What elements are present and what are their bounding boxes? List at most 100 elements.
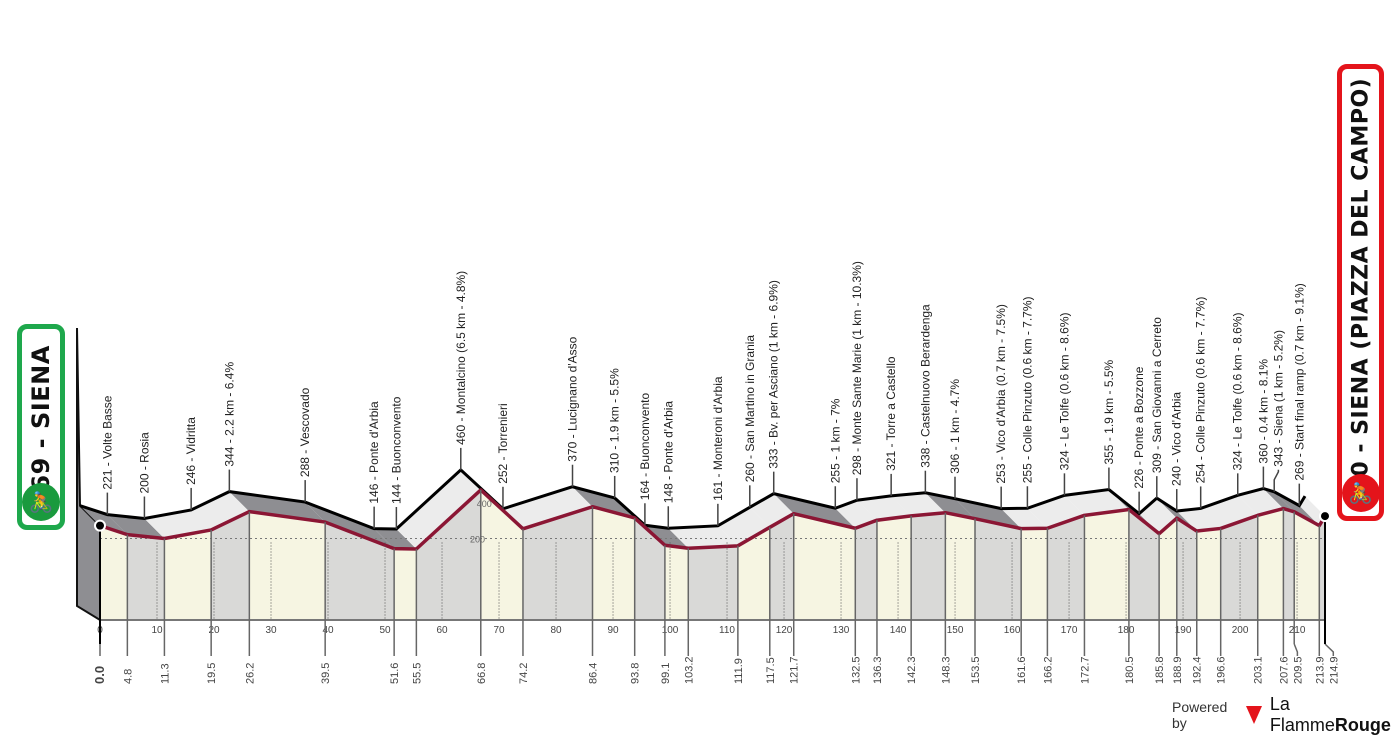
- shade-band: [688, 545, 738, 620]
- shade-band: [325, 522, 395, 620]
- waypoint-km-label: 180.5: [1124, 656, 1136, 684]
- x-tick-label: 20: [208, 625, 220, 636]
- x-tick-label: 90: [607, 625, 619, 636]
- shade-band: [127, 534, 165, 620]
- waypoint-km-label: 103.2: [683, 656, 695, 684]
- waypoint-km-label: 148.3: [940, 656, 952, 684]
- waypoint-km-label: 121.7: [789, 656, 801, 684]
- waypoint-km-label: 161.6: [1016, 656, 1028, 684]
- x-tick-label: 40: [322, 625, 334, 636]
- x-tick-label: 100: [662, 625, 679, 636]
- profile-top-face: [1263, 488, 1295, 512]
- profile-top-face: [1237, 488, 1284, 516]
- waypoint-label: 298 - Monte Sante Marie (1 km - 10.3%): [850, 261, 864, 475]
- x-tick-label: 200: [1232, 625, 1249, 636]
- x-tick-label: 130: [833, 625, 850, 636]
- shade-band: [1047, 515, 1085, 620]
- x-tick-label: 180: [1118, 625, 1135, 636]
- powered-by: Powered by La FlammeRouge: [1172, 694, 1400, 736]
- x-tick-label: 150: [947, 625, 964, 636]
- waypoint-km-label: 93.8: [630, 663, 642, 684]
- profile-top-face: [1299, 496, 1325, 526]
- x-tick-label: 110: [719, 625, 735, 636]
- waypoint-label: 344 - 2.2 km - 6.4%: [222, 362, 236, 467]
- waypoint-label: 338 - Castelnuovo Berardenga: [918, 304, 932, 468]
- x-tick-label: 140: [890, 625, 907, 636]
- waypoint-label: 324 - Le Tolfe (0.6 km - 8.6%): [1231, 312, 1245, 470]
- x-tick-label: 10: [151, 625, 163, 636]
- left-wall: [76, 327, 101, 622]
- profile-top-face: [955, 498, 1022, 529]
- x-tick-label: 160: [1004, 625, 1021, 636]
- waypoint-label: 255 - 1 km - 7%: [828, 398, 842, 483]
- waypoint-label: 333 - Bv. per Asciano (1 km - 6.9%): [767, 280, 781, 469]
- x-tick-label: 50: [379, 625, 391, 636]
- shade-band: [1319, 516, 1325, 620]
- profile-top-face: [717, 507, 770, 546]
- waypoint-label: 288 - Vescovado: [298, 387, 312, 477]
- waypoint-km-label: 99.1: [660, 663, 672, 684]
- shade-band: [975, 518, 1022, 620]
- shade-band: [416, 489, 481, 620]
- waypoint-label: 310 - 1.9 km - 5.5%: [608, 368, 622, 473]
- waypoint-label: 269 - Start final ramp (0.7 km - 9.1%): [1292, 283, 1306, 480]
- profile-top-face: [835, 500, 877, 529]
- shade-band: [1128, 509, 1160, 620]
- shade-band: [769, 513, 794, 620]
- waypoint-km-label: 132.5: [850, 656, 862, 684]
- waypoint-label: 321 - Torre a Castello: [884, 356, 898, 471]
- cyclist-icon: 🚴: [22, 483, 60, 521]
- shade-band: [1283, 508, 1295, 620]
- profile-top-face: [191, 491, 250, 530]
- waypoint-km-label: 153.5: [970, 656, 982, 684]
- x-tick-label: 70: [493, 625, 505, 636]
- shade-band: [522, 506, 593, 620]
- x-tick-label: 120: [776, 625, 793, 636]
- waypoint-line-connector: [1324, 643, 1335, 656]
- waypoint-km-label: 142.3: [906, 656, 918, 684]
- waypoint-km-label: 11.3: [159, 663, 171, 684]
- waypoint-km-label: 185.8: [1154, 656, 1166, 684]
- start-badge: 269 - SIENA 🚴: [17, 324, 65, 530]
- waypoint-label: 355 - 1.9 km - 5.5%: [1102, 360, 1116, 465]
- waypoint-km-label: 66.8: [476, 663, 488, 684]
- waypoint-label: 246 - Vidritta: [184, 417, 198, 485]
- waypoint-km-label: 213.9: [1314, 656, 1326, 684]
- waypoint-label: 146 - Ponte d'Arbia: [367, 401, 381, 504]
- waypoint-label: 260 - San Martino in Grania: [743, 335, 757, 483]
- waypoint-label: 324 - Le Tolfe (0.6 km - 8.6%): [1057, 312, 1071, 470]
- finish-badge: 320 - SIENA (PIAZZA DEL CAMPO) 🚴: [1337, 64, 1384, 521]
- waypoint-label: 360 - 0.4 km - 8.1%: [1256, 359, 1270, 464]
- waypoint-label: 161 - Monteroni d'Arbia: [711, 376, 725, 501]
- x-tick-label: 80: [550, 625, 562, 636]
- waypoint-label: 343 - Siena (1 km - 5.2%): [1271, 330, 1285, 467]
- profile-top-face: [572, 486, 635, 518]
- x-tick-label: 210: [1289, 625, 1306, 636]
- x-tick-label: 190: [1175, 625, 1192, 636]
- waypoint-km-label: 39.5: [320, 663, 332, 684]
- waypoint-km-label: 188.9: [1172, 656, 1184, 684]
- waypoint-km-label: 26.2: [244, 663, 256, 684]
- waypoint-label: 144 - Buonconvento: [389, 396, 403, 504]
- shade-band: [911, 512, 946, 620]
- profile-top-face: [305, 502, 395, 549]
- waypoint-km-label: 196.6: [1216, 656, 1228, 684]
- profile-top-face: [502, 486, 593, 529]
- finish-label: 320 - SIENA (PIAZZA DEL CAMPO): [1348, 77, 1373, 508]
- start-marker: [94, 519, 106, 532]
- profile-top-face: [1176, 508, 1221, 532]
- profile-top-face: [1274, 491, 1320, 526]
- waypoint-km-label: 19.5: [206, 663, 218, 684]
- waypoint-km-label: 203.1: [1253, 656, 1265, 684]
- profile-top-face: [668, 525, 738, 549]
- shade-band: [634, 517, 665, 620]
- profile-top-face: [229, 491, 326, 523]
- powered-by-label: Powered by: [1172, 699, 1228, 731]
- waypoint-label: 226 - Ponte a Bozzone: [1132, 366, 1146, 488]
- waypoint-label: 370 - Lucignano d'Asso: [566, 336, 580, 461]
- waypoint-km-label: 192.4: [1192, 656, 1204, 684]
- profile-top-face: [644, 525, 689, 549]
- x-tick-label: 60: [436, 625, 448, 636]
- flamme-rouge-logo-icon: [1245, 706, 1262, 724]
- waypoint-km-label: 172.7: [1079, 656, 1091, 684]
